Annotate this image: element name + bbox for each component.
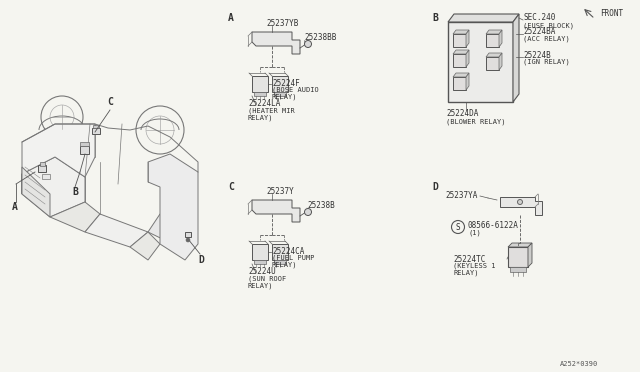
Circle shape [186, 238, 190, 242]
Text: 25224U: 25224U [248, 267, 276, 276]
Polygon shape [448, 14, 519, 22]
Bar [80, 142, 89, 146]
Circle shape [305, 41, 312, 48]
Text: 25224B: 25224B [523, 51, 551, 60]
Bar [508, 247, 528, 267]
Text: 25224LA: 25224LA [248, 99, 280, 109]
Text: A: A [228, 13, 234, 23]
Polygon shape [85, 214, 148, 247]
Bar [40, 162, 45, 166]
Bar [453, 34, 466, 47]
Polygon shape [486, 53, 502, 57]
Text: 25237Y: 25237Y [266, 187, 294, 196]
Text: C: C [107, 97, 113, 107]
Text: 25238B: 25238B [307, 202, 335, 211]
Polygon shape [252, 200, 300, 222]
Text: (ACC RELAY): (ACC RELAY) [523, 36, 570, 42]
Text: 25238BB: 25238BB [304, 33, 337, 42]
Polygon shape [499, 53, 502, 70]
Bar [38, 165, 46, 172]
Polygon shape [466, 30, 469, 47]
Bar [252, 76, 268, 92]
Polygon shape [513, 14, 519, 102]
Bar [92, 128, 100, 134]
Bar [272, 244, 288, 260]
Polygon shape [508, 243, 532, 247]
Bar [448, 22, 513, 102]
Text: A: A [12, 202, 18, 212]
Text: S: S [456, 222, 460, 231]
Text: (FUEL PUMP: (FUEL PUMP [272, 255, 314, 261]
Polygon shape [453, 73, 469, 77]
Bar [254, 92, 266, 96]
Text: D: D [432, 182, 438, 192]
Polygon shape [453, 50, 469, 54]
Text: (HEATER MIR: (HEATER MIR [248, 108, 295, 114]
Polygon shape [22, 124, 95, 194]
Text: B: B [432, 13, 438, 23]
Text: (BLOWER RELAY): (BLOWER RELAY) [446, 119, 506, 125]
Text: 25224TC: 25224TC [453, 254, 485, 263]
Text: C: C [228, 182, 234, 192]
Bar [274, 260, 286, 264]
Bar [93, 125, 99, 128]
Polygon shape [528, 243, 532, 267]
Polygon shape [499, 30, 502, 47]
Text: (1): (1) [468, 230, 481, 236]
Polygon shape [466, 50, 469, 67]
Polygon shape [22, 157, 85, 217]
Text: (SUN ROOF: (SUN ROOF [248, 276, 286, 282]
Text: (BOSE AUDIO: (BOSE AUDIO [272, 87, 319, 93]
Text: FRONT: FRONT [600, 10, 623, 19]
Text: 25224CA: 25224CA [272, 247, 305, 257]
Text: 25224DA: 25224DA [446, 109, 478, 119]
Text: 08566-6122A: 08566-6122A [468, 221, 519, 230]
Text: SEC.240: SEC.240 [523, 13, 556, 22]
Bar [453, 54, 466, 67]
Text: RELAY): RELAY) [453, 270, 479, 276]
Bar [510, 267, 526, 272]
Text: 25237YA: 25237YA [445, 190, 477, 199]
Polygon shape [148, 154, 198, 260]
Text: A252*0390: A252*0390 [560, 361, 598, 367]
Polygon shape [252, 32, 300, 54]
Bar [42, 174, 50, 179]
Bar [254, 260, 266, 264]
Polygon shape [486, 30, 502, 34]
Polygon shape [148, 214, 190, 250]
Polygon shape [500, 197, 542, 215]
Bar [80, 146, 89, 154]
Text: (KEYLESS 1: (KEYLESS 1 [453, 263, 495, 269]
Bar [252, 244, 268, 260]
Bar [274, 92, 286, 96]
Circle shape [518, 199, 522, 205]
Bar [486, 34, 499, 47]
Text: (IGN RELAY): (IGN RELAY) [523, 59, 570, 65]
Text: B: B [72, 187, 78, 197]
Polygon shape [22, 167, 50, 217]
Text: 25224BA: 25224BA [523, 28, 556, 36]
Text: RELAY): RELAY) [248, 283, 273, 289]
Bar [272, 76, 288, 92]
Polygon shape [466, 73, 469, 90]
Bar [453, 77, 466, 90]
Text: RELAY): RELAY) [272, 94, 298, 100]
Circle shape [305, 208, 312, 215]
Text: RELAY): RELAY) [272, 262, 298, 268]
Text: RELAY): RELAY) [248, 115, 273, 121]
Text: D: D [198, 255, 204, 265]
Text: (FUSE BLOCK): (FUSE BLOCK) [523, 23, 574, 29]
Polygon shape [453, 30, 469, 34]
Text: 25237YB: 25237YB [266, 19, 298, 29]
Bar [185, 232, 191, 237]
Polygon shape [130, 232, 160, 260]
Polygon shape [50, 202, 100, 232]
Bar [486, 57, 499, 70]
Text: 25224F: 25224F [272, 80, 300, 89]
